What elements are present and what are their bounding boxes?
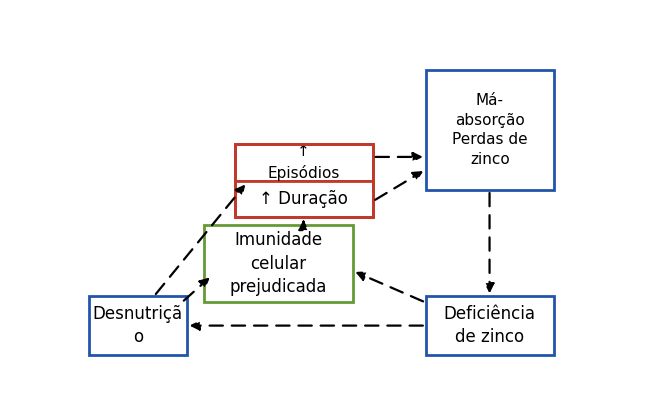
Text: Desnutriçã
o: Desnutriçã o xyxy=(93,305,183,346)
Text: ↑ Duração: ↑ Duração xyxy=(259,190,348,208)
FancyBboxPatch shape xyxy=(234,144,373,181)
FancyBboxPatch shape xyxy=(204,225,353,302)
FancyBboxPatch shape xyxy=(89,296,187,355)
Text: ↑
Episódios: ↑ Episódios xyxy=(267,144,340,180)
Text: Má-
absorção
Perdas de
zinco: Má- absorção Perdas de zinco xyxy=(452,93,528,167)
FancyBboxPatch shape xyxy=(426,70,554,190)
Text: Deficiência
de zinco: Deficiência de zinco xyxy=(444,305,536,346)
FancyBboxPatch shape xyxy=(234,181,373,217)
FancyBboxPatch shape xyxy=(426,296,554,355)
Text: Imunidade
celular
prejudicada: Imunidade celular prejudicada xyxy=(230,231,327,296)
